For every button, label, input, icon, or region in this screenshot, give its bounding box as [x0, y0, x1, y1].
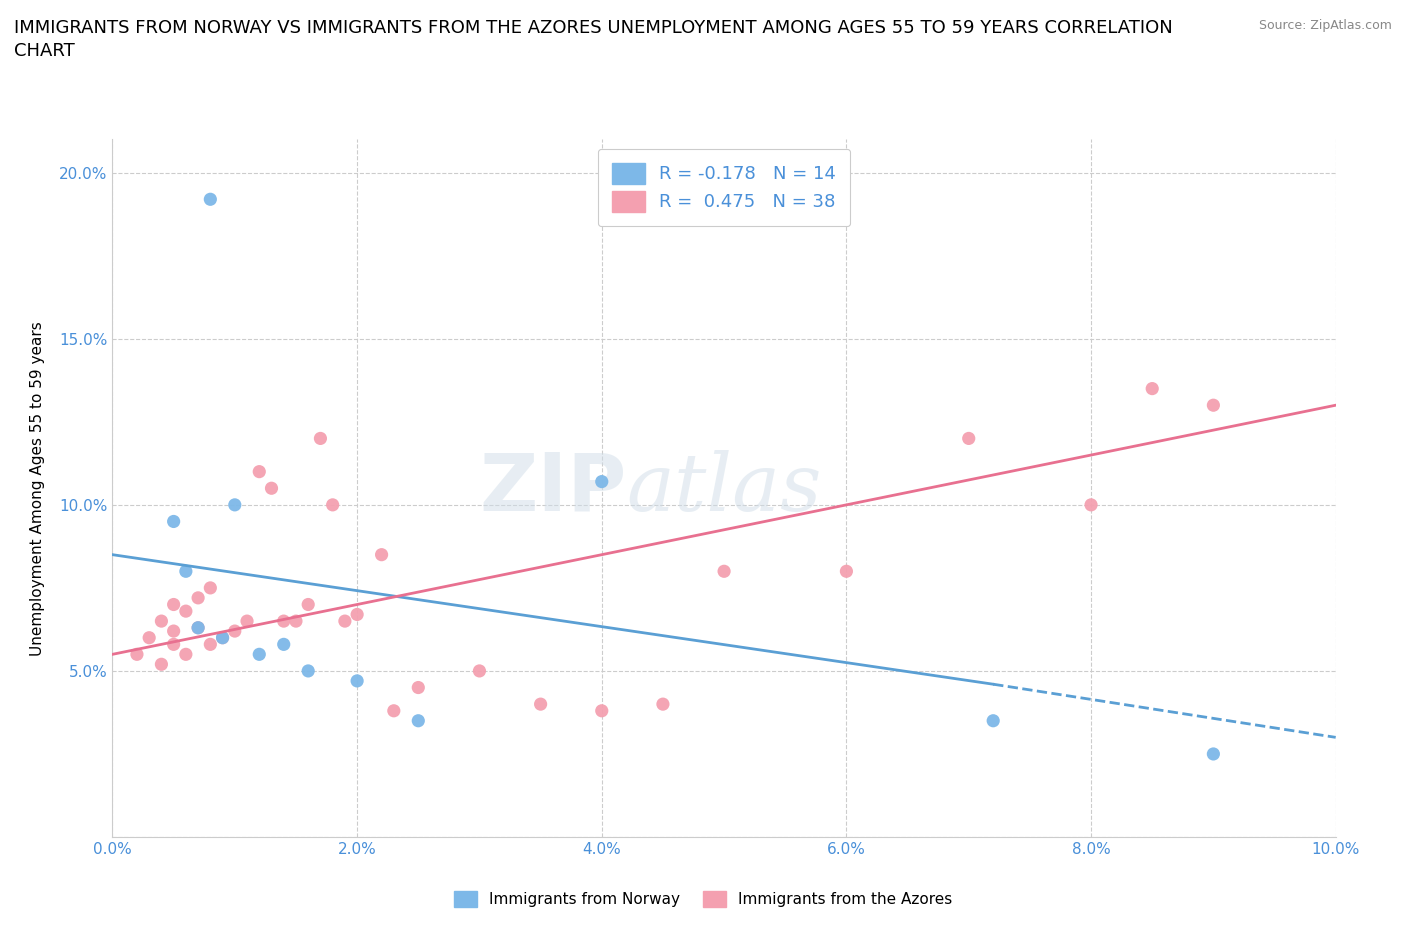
Point: [370, 547, 392, 562]
Point: [150, 657, 173, 671]
Point: [591, 703, 613, 718]
Point: [1202, 747, 1225, 762]
Text: atlas: atlas: [626, 449, 821, 527]
Point: [187, 620, 209, 635]
Point: [200, 637, 222, 652]
Point: [273, 614, 295, 629]
Point: [174, 564, 197, 578]
Point: [260, 481, 283, 496]
Point: [211, 631, 233, 645]
Point: [333, 614, 356, 629]
Point: [468, 663, 491, 678]
Point: [247, 647, 270, 662]
Point: [530, 697, 553, 711]
Point: [297, 663, 319, 678]
Point: [125, 647, 148, 662]
Point: [200, 580, 222, 595]
Point: [981, 713, 1004, 728]
Point: [652, 697, 675, 711]
Point: [322, 498, 344, 512]
Point: [224, 498, 246, 512]
Point: [150, 614, 173, 629]
Point: [1202, 398, 1225, 413]
Point: [713, 564, 735, 578]
Point: [273, 637, 295, 652]
Point: [591, 474, 613, 489]
Point: [284, 614, 308, 629]
Point: [163, 637, 186, 652]
Y-axis label: Unemployment Among Ages 55 to 59 years: Unemployment Among Ages 55 to 59 years: [31, 321, 45, 656]
Point: [835, 564, 858, 578]
Point: [187, 591, 209, 605]
Text: ZIP: ZIP: [479, 449, 626, 527]
Point: [382, 703, 405, 718]
Point: [236, 614, 259, 629]
Point: [297, 597, 319, 612]
Point: [346, 673, 368, 688]
Point: [1142, 381, 1164, 396]
Point: [224, 624, 246, 639]
Point: [174, 647, 197, 662]
Point: [408, 680, 430, 695]
Point: [163, 597, 186, 612]
Point: [346, 607, 368, 622]
Point: [309, 431, 332, 445]
Text: IMMIGRANTS FROM NORWAY VS IMMIGRANTS FROM THE AZORES UNEMPLOYMENT AMONG AGES 55 : IMMIGRANTS FROM NORWAY VS IMMIGRANTS FRO…: [14, 19, 1173, 60]
Point: [957, 431, 980, 445]
Point: [408, 713, 430, 728]
Point: [200, 192, 222, 206]
Legend: Immigrants from Norway, Immigrants from the Azores: Immigrants from Norway, Immigrants from …: [447, 884, 959, 913]
Point: [163, 624, 186, 639]
Legend: R = -0.178   N = 14, R =  0.475   N = 38: R = -0.178 N = 14, R = 0.475 N = 38: [598, 149, 851, 226]
Point: [138, 631, 160, 645]
Point: [247, 464, 270, 479]
Point: [1080, 498, 1102, 512]
Point: [211, 631, 233, 645]
Point: [174, 604, 197, 618]
Point: [163, 514, 186, 529]
Text: Source: ZipAtlas.com: Source: ZipAtlas.com: [1258, 19, 1392, 32]
Point: [187, 620, 209, 635]
